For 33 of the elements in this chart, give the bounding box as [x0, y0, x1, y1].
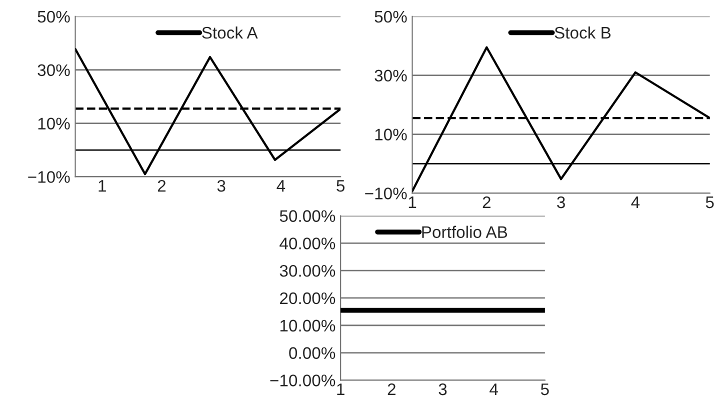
x-tick-label: 2: [158, 180, 166, 192]
x-tick-label: 2: [482, 196, 490, 208]
legend-label: Portfolio AB: [422, 226, 508, 238]
y-tick-label: 0.00%: [289, 347, 336, 359]
x-tick-label: 3: [217, 180, 226, 192]
x-tick-label: 2: [388, 383, 396, 396]
y-tick-label: 10%: [375, 128, 407, 140]
y-tick-label: −10%: [365, 188, 407, 200]
y-tick-label: 50.00%: [280, 210, 336, 222]
x-tick-label: 1: [98, 180, 106, 192]
x-tick-label: 3: [438, 383, 447, 396]
y-tick-label: 50%: [38, 10, 70, 23]
y-tick-label: −10%: [28, 171, 70, 183]
y-tick-label: 10%: [38, 118, 70, 130]
x-tick-label: 5: [540, 384, 549, 396]
x-tick-label: 5: [706, 196, 714, 208]
x-tick-label: 4: [490, 384, 498, 396]
y-tick-label: 30.00%: [280, 264, 336, 277]
x-tick-label: 4: [276, 180, 286, 192]
y-tick-label: 20.00%: [280, 292, 336, 304]
x-tick-label: 1: [337, 384, 344, 396]
y-tick-label: 30%: [374, 70, 407, 82]
y-tick-label: 30%: [38, 64, 70, 76]
y-tick-label: −10.00%: [270, 374, 336, 386]
y-tick-label: 10.00%: [280, 320, 336, 332]
legend-label: Stock A: [202, 26, 258, 39]
y-tick-label: 40.00%: [280, 238, 336, 250]
x-tick-label: 5: [336, 180, 345, 192]
x-tick-label: 3: [557, 196, 565, 208]
x-tick-label: 1: [408, 196, 416, 208]
legend-label: Stock B: [554, 26, 611, 39]
x-tick-label: 4: [631, 196, 640, 208]
y-tick-label: 50%: [374, 10, 407, 23]
